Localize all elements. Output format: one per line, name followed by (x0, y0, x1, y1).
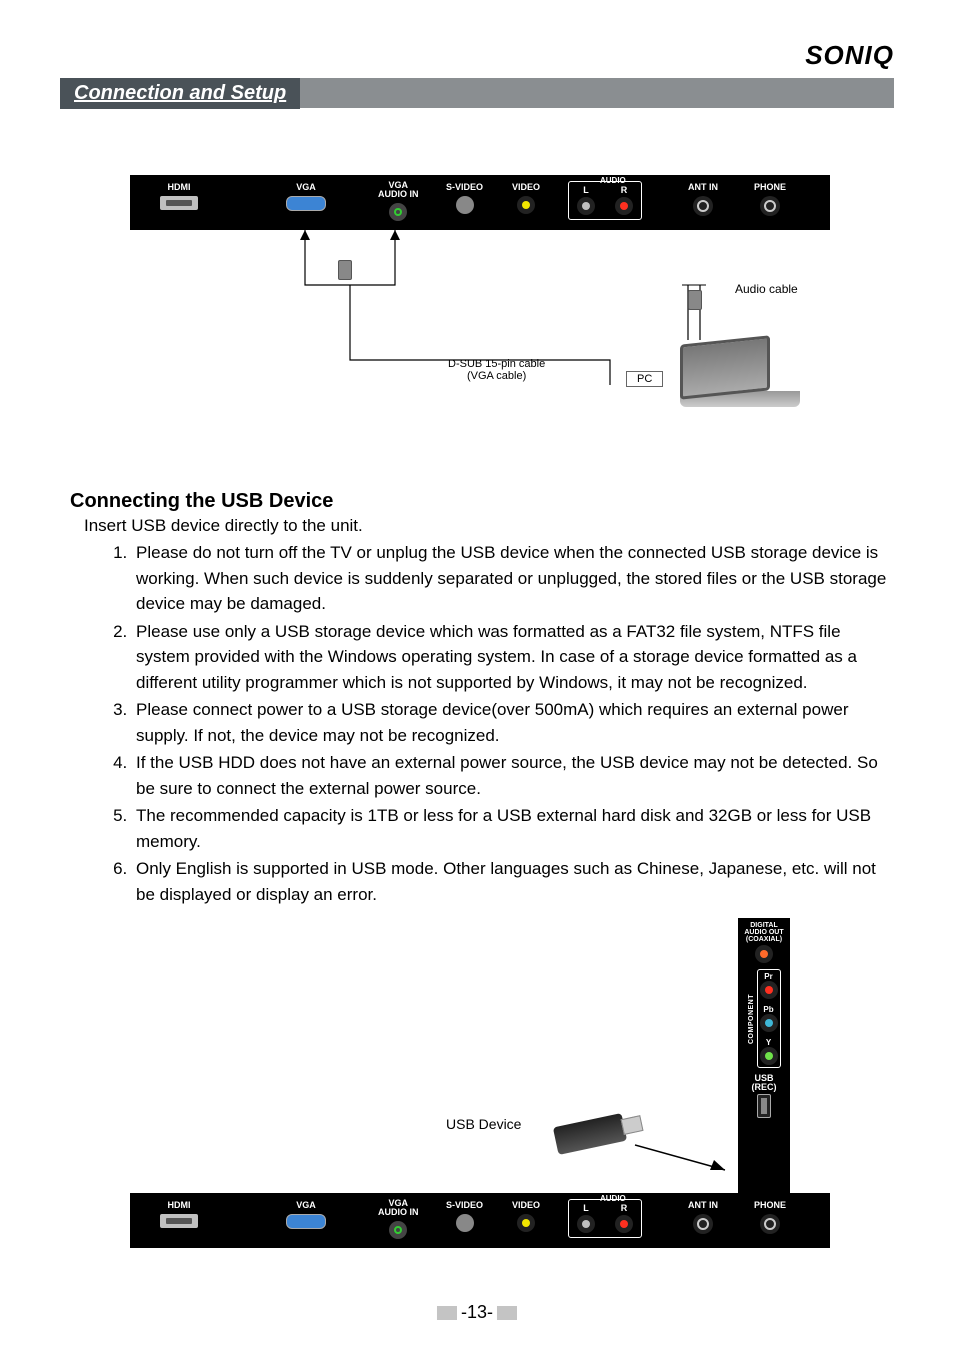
phone-icon (760, 196, 780, 216)
vga-audio-label: VGA AUDIO IN (378, 1199, 419, 1217)
audio-group: L R (568, 181, 642, 220)
hdmi-label: HDMI (168, 1201, 191, 1210)
component-label: COMPONENT (748, 994, 755, 1044)
svideo-label: S-VIDEO (446, 1201, 483, 1210)
port-video: VIDEO (512, 1201, 540, 1232)
hdmi-icon (160, 1214, 198, 1228)
phone-icon (760, 1214, 780, 1234)
y-label: Y (766, 1038, 771, 1047)
vga-label: VGA (296, 183, 316, 192)
video-label: VIDEO (512, 1201, 540, 1210)
port-svideo: S-VIDEO (446, 183, 483, 214)
audio-r-jack-icon (615, 1215, 633, 1233)
port-svideo: S-VIDEO (446, 1201, 483, 1232)
audio-group-label: AUDIO (600, 177, 626, 185)
page-number-text: -13- (461, 1302, 493, 1323)
usb-rec-label: USB (REC) (752, 1074, 777, 1092)
antin-icon (693, 1214, 713, 1234)
video-jack-icon (517, 1214, 535, 1232)
pc-label: PC (626, 371, 663, 387)
port-hdmi: HDMI (160, 183, 198, 210)
usb-arrow-icon (630, 1130, 740, 1180)
port-vga: VGA (286, 1201, 326, 1229)
pb-label: Pb (763, 1005, 773, 1014)
list-item: Please use only a USB storage device whi… (132, 619, 890, 696)
vga-cable-label: D-SUB 15-pin cable (VGA cable) (448, 358, 545, 382)
rear-panel-bottom: HDMI VGA VGA AUDIO IN S-VIDEO VIDEO L R … (130, 1193, 830, 1248)
port-ant-in: ANT IN (688, 1201, 718, 1234)
video-label: VIDEO (512, 183, 540, 192)
audio-l-label: L (583, 1204, 589, 1213)
digital-audio-label: DIGITAL AUDIO OUT (COAXIAL) (744, 922, 783, 943)
vga-label: VGA (296, 1201, 316, 1210)
audio-group: L R (568, 1199, 642, 1238)
ferrite-core-icon (338, 260, 352, 280)
port-vga-audio-in: VGA AUDIO IN (378, 1199, 419, 1239)
port-vga: VGA (286, 183, 326, 211)
video-jack-icon (517, 196, 535, 214)
pb-jack-icon (760, 1014, 778, 1032)
port-video: VIDEO (512, 183, 540, 214)
svideo-icon (456, 1214, 474, 1232)
rear-panel-top: HDMI VGA VGA AUDIO IN S-VIDEO VIDEO L R … (130, 175, 830, 230)
component-group: Pr Pb Y (757, 969, 781, 1068)
audio-cable-label: Audio cable (735, 282, 798, 296)
vga-icon (286, 1214, 326, 1229)
audio-l-jack-icon (577, 197, 595, 215)
audio-group-label: AUDIO (600, 1195, 626, 1203)
antin-icon (693, 196, 713, 216)
section-heading: Connecting the USB Device (70, 490, 333, 513)
list-item: If the USB HDD does not have an external… (132, 750, 890, 801)
audio-l-jack-icon (577, 1215, 595, 1233)
phone-label: PHONE (754, 183, 786, 192)
ferrite-core-icon-2 (688, 290, 702, 310)
antin-label: ANT IN (688, 183, 718, 192)
usb-stick-icon (553, 1113, 627, 1155)
list-item: Please do not turn off the TV or unplug … (132, 540, 890, 617)
list-item: The recommended capacity is 1TB or less … (132, 803, 890, 854)
usb-device-label: USB Device (446, 1116, 521, 1132)
svideo-icon (456, 196, 474, 214)
pr-jack-icon (760, 981, 778, 999)
page-num-bar-icon (497, 1306, 517, 1320)
instruction-list: Please do not turn off the TV or unplug … (80, 540, 890, 909)
brand-logo: SONIQ (805, 40, 894, 71)
port-hdmi: HDMI (160, 1201, 198, 1228)
section-subtitle: Insert USB device directly to the unit. (84, 516, 363, 536)
antin-label: ANT IN (688, 1201, 718, 1210)
vga-audio-jack-icon (389, 1221, 407, 1239)
audio-r-jack-icon (615, 197, 633, 215)
page-title: Connection and Setup (60, 78, 300, 109)
digital-audio-jack-icon (755, 945, 773, 963)
svideo-label: S-VIDEO (446, 183, 483, 192)
hdmi-label: HDMI (168, 183, 191, 192)
port-digital-audio-out: DIGITAL AUDIO OUT (COAXIAL) (744, 922, 783, 963)
port-usb-rec: USB (REC) (752, 1074, 777, 1118)
list-item: Only English is supported in USB mode. O… (132, 856, 890, 907)
page-num-bar-icon (437, 1306, 457, 1320)
pr-label: Pr (764, 972, 772, 981)
page-number: -13- (437, 1302, 517, 1323)
port-vga-audio-in: VGA AUDIO IN (378, 181, 419, 221)
audio-l-label: L (583, 186, 589, 195)
list-item: Please connect power to a USB storage de… (132, 697, 890, 748)
usb-port-icon (757, 1094, 771, 1118)
audio-r-label: R (621, 1204, 628, 1213)
vga-audio-jack-icon (389, 203, 407, 221)
port-ant-in: ANT IN (688, 183, 718, 216)
audio-r-label: R (621, 186, 628, 195)
vga-audio-label: VGA AUDIO IN (378, 181, 419, 199)
port-phone: PHONE (754, 183, 786, 216)
y-jack-icon (760, 1047, 778, 1065)
phone-label: PHONE (754, 1201, 786, 1210)
port-phone: PHONE (754, 1201, 786, 1234)
side-panel: DIGITAL AUDIO OUT (COAXIAL) COMPONENT Pr… (738, 918, 790, 1193)
vga-icon (286, 196, 326, 211)
laptop-icon (680, 340, 800, 410)
hdmi-icon (160, 196, 198, 210)
